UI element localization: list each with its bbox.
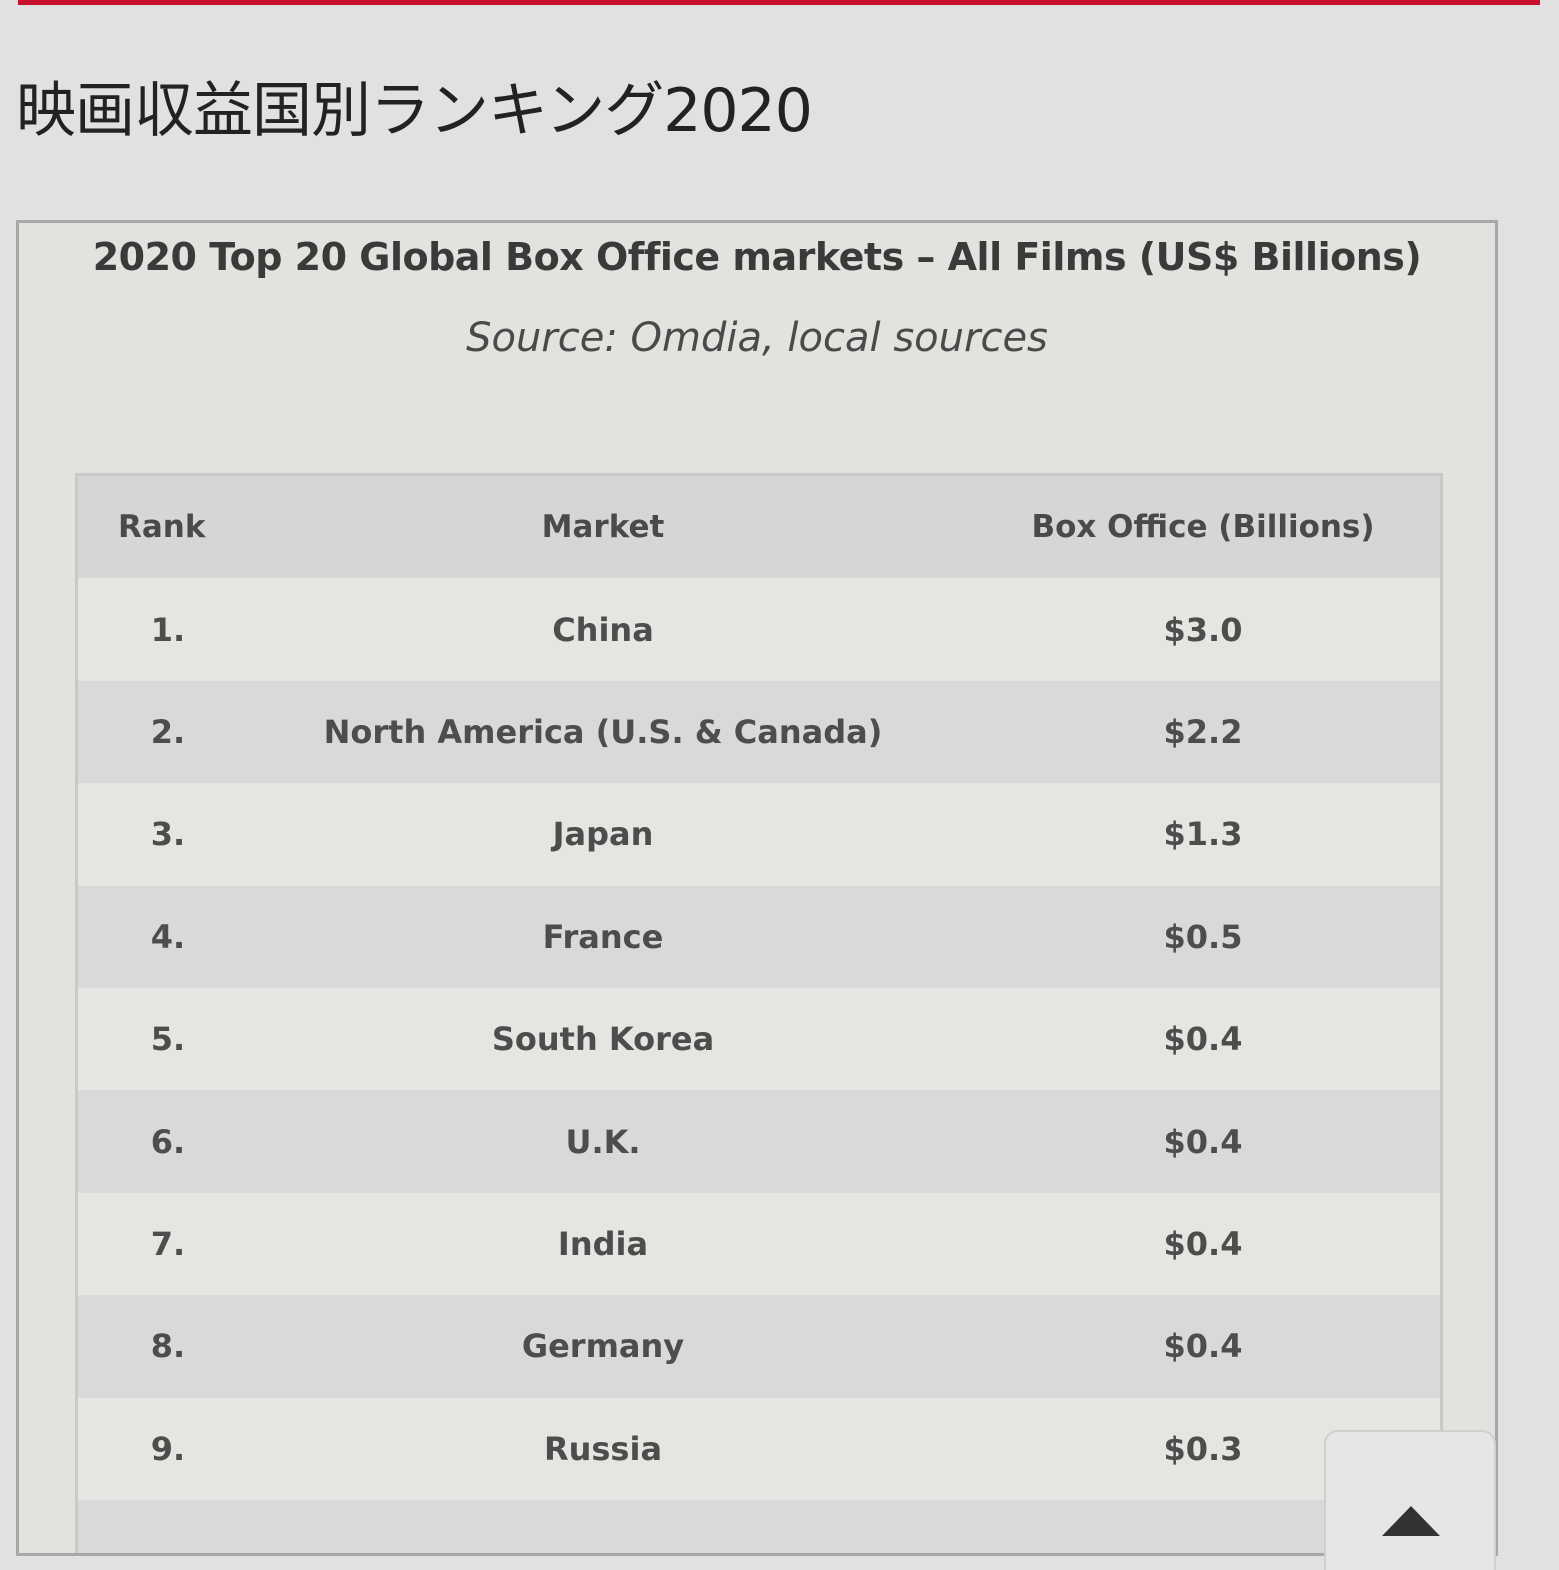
column-header-box-office: Box Office (Billions) [1031,509,1375,546]
box-office-cell: $2.2 [1163,712,1243,751]
market-cell: Japan [552,815,654,854]
market-cell: Germany [521,1327,685,1366]
scroll-to-top-button[interactable] [1324,1430,1496,1570]
box-office-figure: 2020 Top 20 Global Box Office markets – … [16,220,1498,1556]
market-cell: India [557,1224,649,1263]
market-cell: South Korea [491,1020,715,1059]
table-row: 8. Germany $0.4 [78,1295,1440,1398]
rank-cell: 1. [150,610,186,649]
box-office-table: Rank Market Box Office (Billions) 1. Chi… [75,473,1443,1553]
rank-cell: 2. [150,712,186,751]
table-row: 6. U.K. $0.4 [78,1090,1440,1193]
box-office-cell: $0.4 [1163,1122,1243,1161]
figure-source: Source: Omdia, local sources [466,315,1048,361]
table-row: 2. North America (U.S. & Canada) $2.2 [78,680,1440,784]
rank-cell: 7. [150,1224,186,1263]
box-office-cell: $0.3 [1163,1429,1243,1468]
table-row: 1. China $3.0 [78,578,1440,681]
box-office-cell: $0.4 [1163,1327,1243,1366]
market-cell: France [542,917,664,956]
table-row: 3. Japan $1.3 [78,783,1440,886]
rank-cell: 4. [150,917,186,956]
page-title: 映画収益国別ランキング2020 [16,76,813,146]
market-cell: Russia [543,1429,663,1468]
box-office-cell: $0.4 [1163,1224,1243,1263]
box-office-cell: $0.5 [1163,917,1243,956]
market-cell: China [552,610,654,649]
rank-cell: 8. [150,1327,186,1366]
column-header-rank: Rank [118,509,206,546]
box-office-cell: $3.0 [1163,610,1243,649]
figure-title: 2020 Top 20 Global Box Office markets – … [92,235,1422,279]
table-row: 5. South Korea $0.4 [78,987,1440,1091]
market-cell: North America (U.S. & Canada) [323,712,883,751]
box-office-cell: $0.4 [1163,1020,1243,1059]
rank-cell: 9. [150,1429,186,1468]
table-row: 4. France $0.5 [78,885,1440,988]
accent-rule [18,0,1540,5]
table-header-row: Rank Market Box Office (Billions) [78,476,1440,579]
column-header-market: Market [541,509,665,546]
market-cell: U.K. [565,1122,641,1161]
box-office-cell: $1.3 [1163,815,1243,854]
rank-cell: 3. [150,815,186,854]
table-row: 9. Russia $0.3 [78,1397,1440,1500]
table-row-partial [78,1499,1440,1553]
rank-cell: 6. [150,1122,186,1161]
table-row: 7. India $0.4 [78,1192,1440,1296]
rank-cell: 5. [150,1020,186,1059]
triangle-up-icon [1382,1506,1440,1536]
